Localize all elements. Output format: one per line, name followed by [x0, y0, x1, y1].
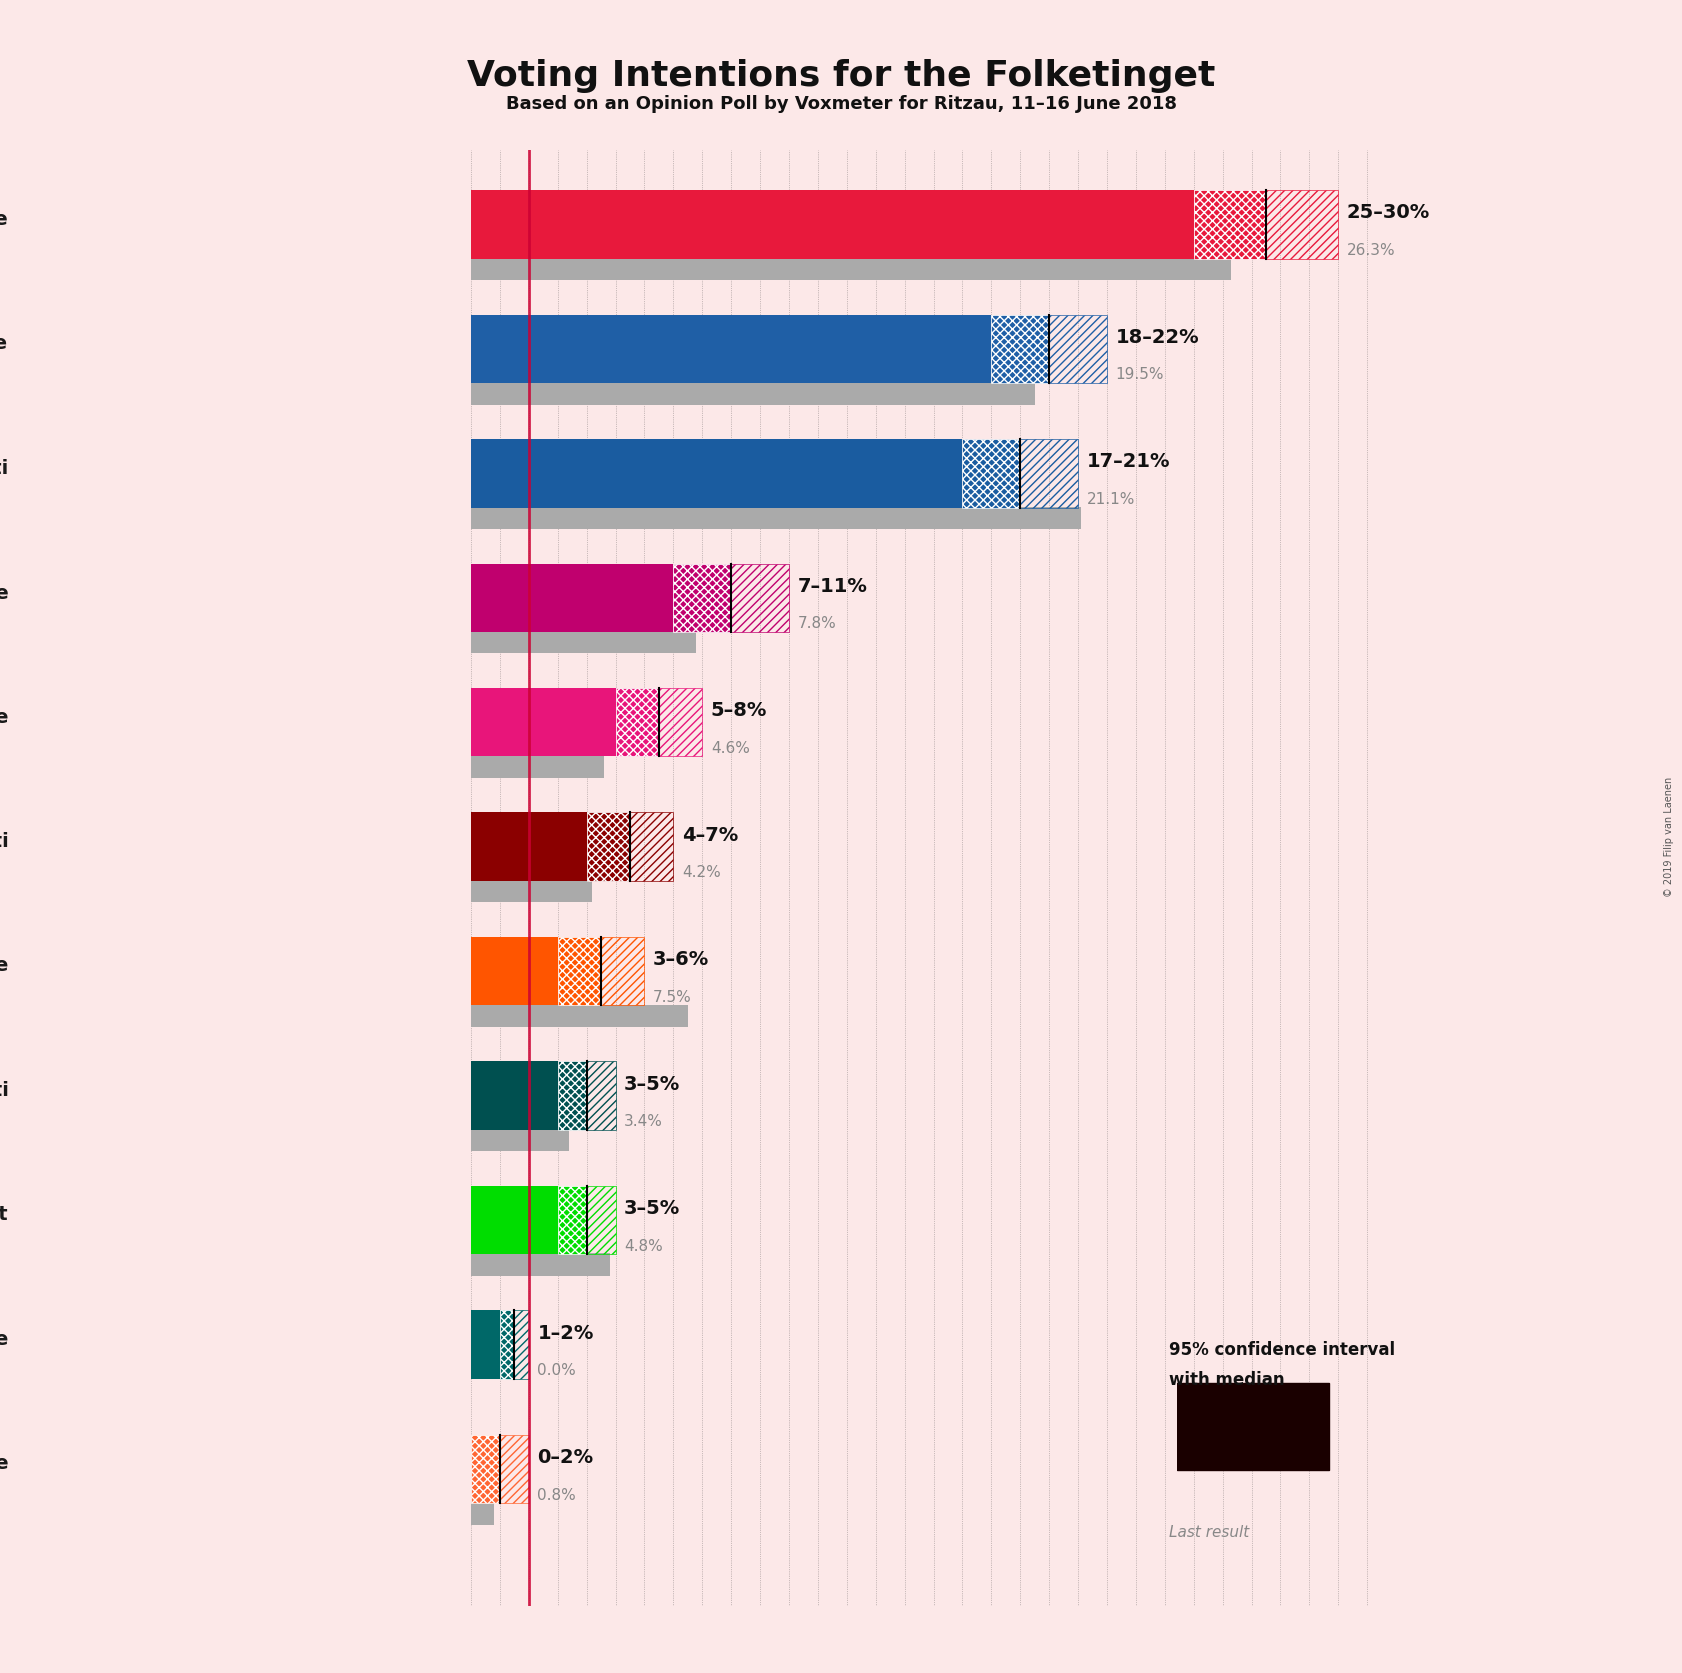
Bar — [471, 1129, 569, 1151]
Bar — [471, 507, 1082, 530]
Bar — [471, 564, 673, 632]
Text: 1–2%: 1–2% — [538, 1323, 594, 1342]
Text: 7–11%: 7–11% — [797, 577, 868, 596]
Bar — [471, 1502, 495, 1524]
Bar — [587, 1062, 616, 1131]
Text: 18–22%: 18–22% — [1115, 328, 1199, 346]
Bar — [471, 1062, 558, 1131]
Text: 3–6%: 3–6% — [653, 950, 710, 969]
Text: Last result: Last result — [1169, 1524, 1250, 1539]
Text: 4.2%: 4.2% — [681, 865, 722, 880]
Bar — [1050, 316, 1107, 383]
Bar — [587, 813, 631, 882]
Text: Liberal Alliance: Liberal Alliance — [0, 955, 8, 975]
Bar — [471, 1186, 558, 1255]
Bar — [471, 1435, 500, 1504]
Text: Enhedslisten–De Rød-Grønne: Enhedslisten–De Rød-Grønne — [0, 582, 8, 602]
Bar — [471, 813, 587, 882]
Text: Radikale Venstre: Radikale Venstre — [0, 708, 8, 726]
Text: Socialdemokraterne: Socialdemokraterne — [0, 209, 8, 229]
Bar — [471, 191, 1194, 259]
Text: 7.8%: 7.8% — [797, 616, 836, 631]
Bar — [600, 937, 644, 1005]
Text: 5–8%: 5–8% — [711, 701, 767, 719]
Text: 17–21%: 17–21% — [1087, 452, 1171, 472]
Text: with median: with median — [1169, 1370, 1285, 1389]
Bar — [471, 756, 604, 778]
Text: © 2019 Filip van Laenen: © 2019 Filip van Laenen — [1663, 776, 1674, 897]
Text: 4–7%: 4–7% — [681, 825, 738, 845]
Bar — [1267, 191, 1339, 259]
Text: 0.0%: 0.0% — [538, 1362, 577, 1377]
Text: 26.3%: 26.3% — [1347, 243, 1396, 258]
Bar — [471, 880, 592, 903]
Text: Nye Borgerlige: Nye Borgerlige — [0, 1328, 8, 1348]
Text: Voting Intentions for the Folketinget: Voting Intentions for the Folketinget — [468, 59, 1214, 92]
Bar — [471, 383, 1034, 405]
Bar — [471, 1253, 609, 1276]
Bar — [500, 1310, 515, 1379]
Bar — [558, 937, 600, 1005]
Bar — [1177, 1382, 1329, 1469]
Bar — [732, 564, 789, 632]
Bar — [631, 813, 673, 882]
Text: 0–2%: 0–2% — [538, 1447, 594, 1466]
Text: 4.6%: 4.6% — [711, 739, 750, 755]
Bar — [1177, 1382, 1329, 1469]
Text: 0.8%: 0.8% — [538, 1487, 577, 1502]
Text: Dansk Folkeparti: Dansk Folkeparti — [0, 458, 8, 477]
Bar — [673, 564, 732, 632]
Bar — [558, 1186, 587, 1255]
Bar — [962, 440, 1021, 509]
Text: 7.5%: 7.5% — [653, 989, 691, 1004]
Bar — [587, 1186, 616, 1255]
Bar — [558, 1062, 587, 1131]
Bar — [500, 1435, 528, 1504]
Text: Venstre: Venstre — [0, 335, 8, 353]
Text: 21.1%: 21.1% — [1087, 492, 1135, 507]
Bar — [659, 689, 703, 756]
Text: Socialistisk Folkeparti: Socialistisk Folkeparti — [0, 831, 8, 850]
Text: Alternativet: Alternativet — [0, 1205, 8, 1223]
Text: 95% confidence interval: 95% confidence interval — [1169, 1340, 1394, 1358]
Text: 3–5%: 3–5% — [624, 1074, 681, 1092]
Bar — [1194, 191, 1267, 259]
Bar — [471, 259, 1231, 281]
Bar — [471, 1310, 500, 1379]
Text: Det Konservative Folkeparti: Det Konservative Folkeparti — [0, 1081, 8, 1099]
Text: 19.5%: 19.5% — [1115, 366, 1164, 381]
Bar — [1021, 440, 1078, 509]
Text: 25–30%: 25–30% — [1347, 204, 1430, 223]
Bar — [471, 632, 696, 654]
Bar — [1329, 1382, 1480, 1469]
Bar — [471, 689, 616, 756]
Bar — [471, 1005, 688, 1027]
Text: Based on an Opinion Poll by Voxmeter for Ritzau, 11–16 June 2018: Based on an Opinion Poll by Voxmeter for… — [506, 95, 1176, 114]
Bar — [616, 689, 659, 756]
Text: 4.8%: 4.8% — [624, 1238, 663, 1253]
Text: 3.4%: 3.4% — [624, 1114, 663, 1128]
Text: Kristendemokraterne: Kristendemokraterne — [0, 1454, 8, 1472]
Bar — [991, 316, 1050, 383]
Text: 3–5%: 3–5% — [624, 1198, 681, 1218]
Bar — [515, 1310, 528, 1379]
Bar — [471, 316, 991, 383]
Bar — [471, 937, 558, 1005]
Bar — [471, 440, 962, 509]
